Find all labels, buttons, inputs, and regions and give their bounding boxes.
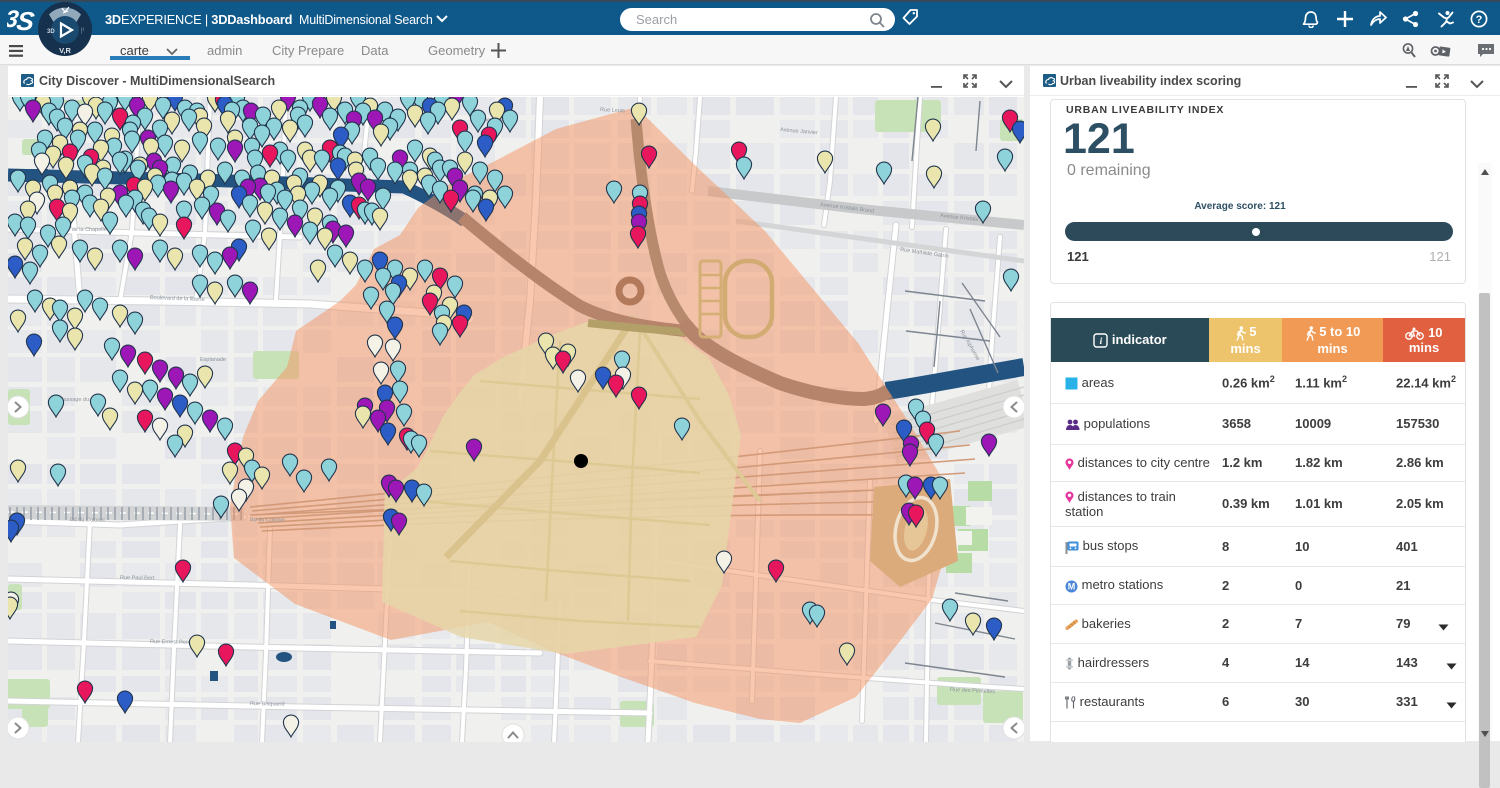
svg-text:Rue Louis: Rue Louis <box>600 107 625 114</box>
svg-text:?: ? <box>1476 14 1483 26</box>
svg-text:M: M <box>1068 581 1076 591</box>
svg-text:S: S <box>15 6 37 34</box>
svg-text:Rue Paul Bert: Rue Paul Bert <box>120 575 155 582</box>
svg-text:3: 3 <box>7 6 21 33</box>
svg-text:Passage du Paris: Passage du Paris <box>60 397 103 403</box>
svg-text:Bd du Colonel: Bd du Colonel <box>250 517 285 524</box>
svg-text:Bd du Colonel: Bd du Colonel <box>70 517 105 524</box>
svg-text:Avenue Janvier: Avenue Janvier <box>780 127 818 136</box>
svg-text:Rue de la Chapelle: Rue de la Chapelle <box>60 227 107 233</box>
svg-text:3D: 3D <box>47 29 55 35</box>
svg-text:Esplanade: Esplanade <box>200 357 226 363</box>
svg-text:Rue des Pernelles: Rue des Pernelles <box>950 687 995 695</box>
svg-text:|¹: |¹ <box>81 28 85 34</box>
svg-text:Rue Bisquand: Rue Bisquand <box>250 701 285 708</box>
svg-text:i: i <box>1100 337 1103 347</box>
svg-text:Rue Ernest Renan: Rue Ernest Renan <box>150 639 195 646</box>
svg-text:Avenue Kristals: Avenue Kristals <box>940 213 979 223</box>
svg-text:V,R: V,R <box>59 46 71 55</box>
svg-text:Boulevard de la liberte: Boulevard de la liberte <box>150 295 205 303</box>
